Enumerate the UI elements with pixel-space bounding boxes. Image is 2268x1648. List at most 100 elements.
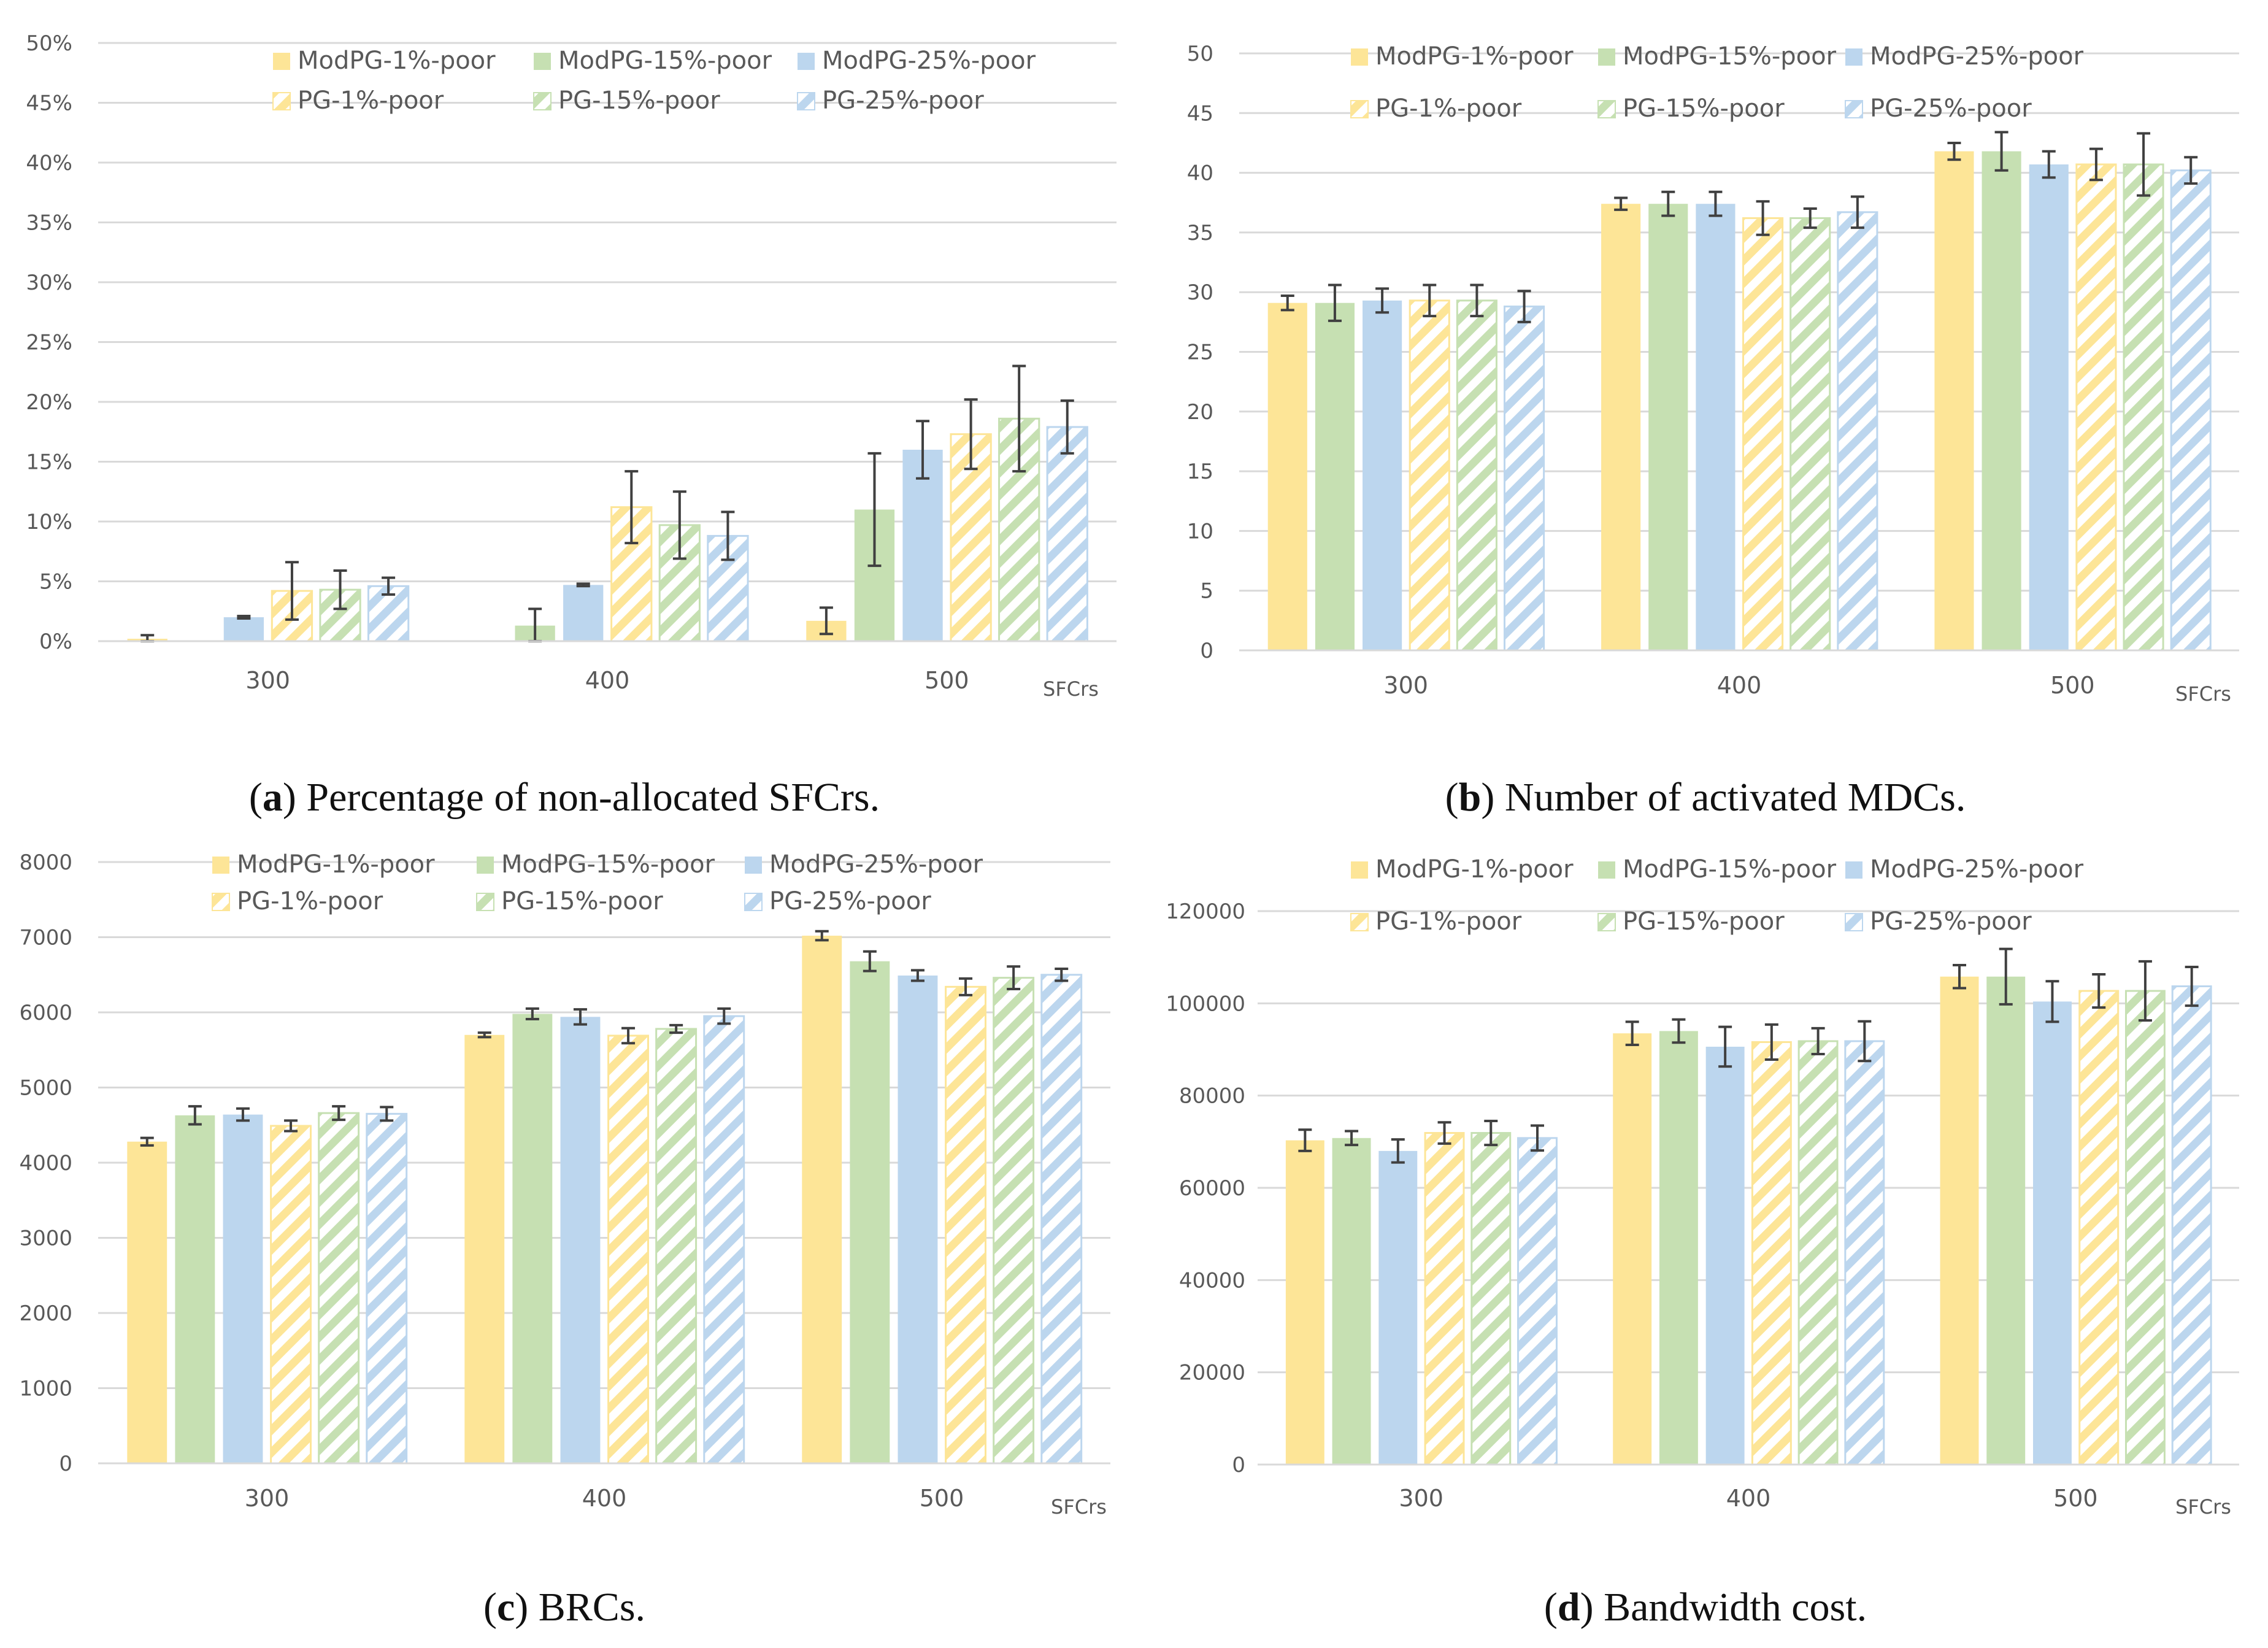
x-category-label: 400	[1717, 672, 1762, 699]
error-bar-modpg-25pct-poor-300	[237, 615, 251, 620]
bar-modpg-25pct-poor-500	[902, 450, 943, 641]
legend-label: PG-25%-poor	[1870, 94, 2032, 123]
legend-label: ModPG-25%-poor	[769, 850, 983, 879]
caption-b-text: Number of activated MDCs.	[1504, 775, 1966, 820]
bar-pg-1pct-poor-300	[1424, 1132, 1465, 1466]
legend-label: ModPG-15%-poor	[558, 47, 772, 75]
legend-label: PG-15%-poor	[558, 87, 720, 115]
x-category-label: 500	[2053, 1485, 2098, 1512]
error-bar-modpg-25pct-poor-300	[1391, 1138, 1405, 1164]
x-category-label: 400	[585, 667, 630, 694]
legend-item-pg-15pct-poor: PG-15%-poor	[476, 887, 663, 915]
bar-modpg-25pct-poor-400	[1696, 204, 1736, 650]
legend-label: PG-15%-poor	[501, 887, 663, 915]
bar-modpg-25pct-poor-500	[2033, 1001, 2072, 1465]
legend-swatch	[212, 893, 230, 911]
error-bar-pg-1pct-poor-400	[1756, 200, 1770, 236]
legend-label: ModPG-25%-poor	[822, 47, 1036, 75]
x-axis-unit-label: SFCrs	[2175, 682, 2231, 706]
legend-label: PG-15%-poor	[1623, 907, 1785, 936]
y-tick-label: 60000	[1179, 1176, 1245, 1201]
error-bar-pg-1pct-poor-400	[621, 1026, 636, 1045]
y-tick-label: 40%	[26, 151, 72, 175]
error-bar-modpg-1pct-poor-500	[819, 606, 833, 636]
error-bar-modpg-25pct-poor-400	[573, 1008, 587, 1026]
x-category-label: 400	[582, 1485, 627, 1512]
legend-label: ModPG-15%-poor	[1623, 42, 1837, 71]
error-bar-modpg-25pct-poor-300	[236, 1107, 250, 1122]
legend-swatch	[797, 92, 815, 110]
bar-modpg-1pct-poor-500	[1940, 976, 1979, 1465]
error-bar-modpg-15pct-poor-500	[1994, 131, 2009, 172]
error-bar-pg-25pct-poor-500	[1055, 967, 1069, 982]
legend-label: ModPG-15%-poor	[501, 850, 715, 879]
bar-pg-1pct-poor-500	[2078, 990, 2120, 1466]
error-bar-modpg-25pct-poor-400	[576, 582, 590, 588]
x-category-label: 300	[1383, 672, 1428, 699]
error-bar-pg-1pct-poor-500	[964, 398, 978, 471]
x-category-label: 300	[245, 1485, 290, 1512]
error-bar-pg-1pct-poor-300	[285, 561, 299, 621]
legend-swatch	[1351, 48, 1368, 66]
bar-modpg-15pct-poor-400	[1659, 1031, 1698, 1465]
bar-pg-25pct-poor-400	[1844, 1040, 1885, 1466]
y-tick-label: 0	[1232, 1453, 1245, 1477]
y-tick-label: 20000	[1179, 1361, 1245, 1385]
y-tick-label: 20	[1187, 400, 1213, 425]
x-category-label: 500	[924, 667, 969, 694]
y-tick-label: 5000	[19, 1076, 72, 1101]
bar-pg-15pct-poor-500	[993, 977, 1035, 1465]
bar-pg-15pct-poor-300	[318, 1112, 360, 1465]
bar-pg-1pct-poor-400	[1751, 1041, 1792, 1466]
error-bar-pg-1pct-poor-400	[1764, 1023, 1778, 1061]
x-axis-unit-label: SFCrs	[1051, 1495, 1107, 1519]
legend-label: ModPG-25%-poor	[1870, 855, 2084, 884]
legend-swatch	[273, 53, 290, 70]
y-tick-label: 1000	[19, 1377, 72, 1401]
caption-c-text: BRCs.	[538, 1585, 645, 1630]
legend-label: ModPG-15%-poor	[1623, 855, 1837, 884]
error-bar-modpg-1pct-poor-300	[1280, 295, 1294, 312]
legend-item-pg-25pct-poor: PG-25%-poor	[1845, 907, 2032, 936]
caption-c-letter: c	[496, 1585, 515, 1630]
y-tick-label: 30	[1187, 280, 1213, 305]
error-bar-modpg-15pct-poor-500	[867, 452, 882, 568]
caption-d-letter: d	[1557, 1585, 1580, 1630]
caption-a: (a) Percentage of non-allocated SFCrs.	[248, 775, 880, 820]
bar-modpg-1pct-poor-400	[464, 1034, 505, 1463]
legend-item-modpg-15pct-poor: ModPG-15%-poor	[534, 47, 772, 75]
legend-swatch	[1350, 913, 1369, 931]
error-bar-pg-25pct-poor-400	[717, 1007, 731, 1025]
y-tick-label: 45	[1187, 101, 1213, 126]
y-tick-label: 45%	[26, 91, 72, 116]
legend-item-pg-15pct-poor: PG-15%-poor	[1597, 94, 1785, 123]
legend-swatch	[477, 857, 494, 874]
y-tick-label: 3000	[19, 1226, 72, 1251]
legend-label: PG-1%-poor	[1375, 94, 1522, 123]
bar-pg-15pct-poor-400	[1797, 1040, 1839, 1466]
y-tick-label: 35	[1187, 221, 1213, 245]
bar-pg-15pct-poor-400	[1789, 217, 1831, 652]
error-bar-modpg-25pct-poor-500	[2042, 150, 2056, 179]
y-tick-label: 15	[1187, 460, 1213, 484]
legend-swatch	[798, 53, 815, 70]
bar-modpg-1pct-poor-400	[1613, 1033, 1652, 1465]
legend-item-modpg-15pct-poor: ModPG-15%-poor	[1598, 855, 1837, 884]
y-tick-label: 8000	[19, 850, 72, 875]
error-bar-pg-25pct-poor-300	[1531, 1124, 1544, 1152]
legend-label: ModPG-1%-poor	[1375, 42, 1574, 71]
legend-item-modpg-25pct-poor: ModPG-25%-poor	[798, 47, 1036, 75]
y-tick-label: 0	[1200, 639, 1213, 663]
legend-label: PG-25%-poor	[822, 87, 984, 115]
bar-modpg-25pct-poor-500	[2029, 164, 2069, 650]
x-category-label: 500	[920, 1485, 964, 1512]
error-bar-pg-15pct-poor-500	[2137, 132, 2151, 197]
bar-pg-1pct-poor-400	[607, 1034, 649, 1465]
bar-pg-25pct-poor-400	[1837, 211, 1878, 652]
error-bar-pg-1pct-poor-300	[284, 1119, 298, 1133]
caption-d: (d) Bandwidth cost.	[1543, 1585, 1867, 1630]
legend-item-pg-1pct-poor: PG-1%-poor	[272, 87, 444, 115]
legend-swatch	[1597, 913, 1616, 931]
y-tick-label: 0	[59, 1452, 72, 1476]
bar-modpg-25pct-poor-400	[560, 1017, 601, 1463]
